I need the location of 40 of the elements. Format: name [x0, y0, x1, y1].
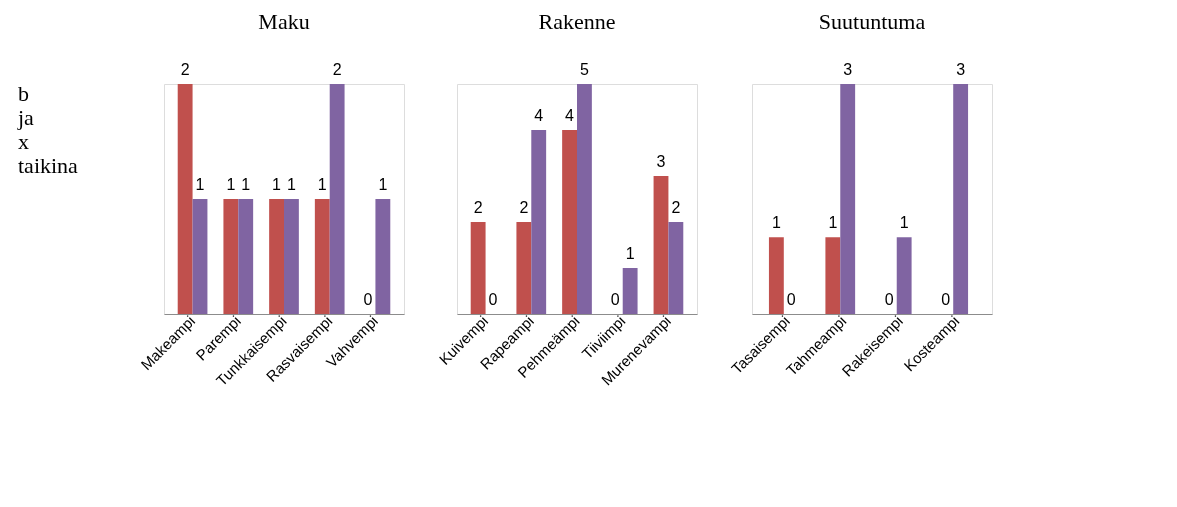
data-label: 3 [843, 61, 853, 78]
bar [531, 130, 547, 314]
data-label: 1 [378, 176, 388, 193]
data-label: 2 [180, 61, 190, 78]
data-label: 2 [473, 199, 483, 216]
data-label: 1 [195, 176, 205, 193]
data-label: 2 [332, 61, 342, 78]
data-label: 1 [286, 176, 296, 193]
data-label: 1 [771, 214, 781, 232]
data-label: 1 [226, 176, 236, 193]
data-label: 0 [488, 291, 498, 308]
bar [622, 268, 638, 314]
bar [577, 84, 592, 314]
chart-title: Rakenne [538, 9, 616, 34]
data-label: 0 [884, 291, 894, 308]
data-label: 0 [610, 291, 620, 308]
data-label: 1 [828, 214, 838, 232]
data-label: 1 [317, 176, 327, 193]
bar [653, 176, 669, 314]
data-label: 0 [363, 291, 373, 308]
data-label: 1 [625, 245, 635, 262]
data-label: 5 [579, 61, 589, 78]
data-label: 3 [656, 153, 666, 170]
bar [470, 222, 486, 314]
data-label: 3 [956, 61, 966, 78]
data-label: 0 [786, 291, 796, 308]
data-label: 4 [565, 107, 575, 124]
bar [562, 130, 577, 314]
chart-title: Maku [258, 9, 310, 34]
data-label: 1 [899, 214, 909, 232]
data-label: 4 [534, 107, 544, 124]
data-label: 2 [671, 199, 681, 216]
data-label: 1 [241, 176, 251, 193]
data-label: 0 [941, 291, 951, 308]
data-label: 1 [272, 176, 282, 193]
text: b ja x taikina [17, 81, 79, 178]
bar [668, 222, 684, 314]
bar [516, 222, 532, 314]
data-label: 2 [519, 199, 529, 216]
chart-title: Suutuntuma [818, 9, 926, 34]
